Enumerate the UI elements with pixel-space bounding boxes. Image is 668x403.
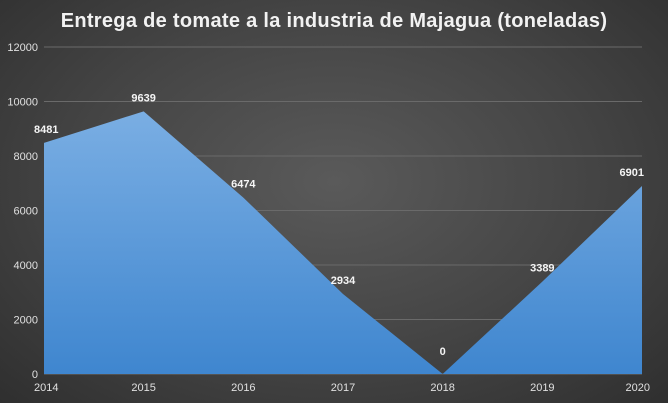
x-tick-label: 2014	[34, 382, 58, 394]
data-label: 2934	[331, 275, 356, 287]
area-fill	[44, 111, 642, 374]
x-tick-label: 2016	[231, 382, 255, 394]
x-tick-label: 2019	[530, 382, 554, 394]
y-tick-label: 4000	[14, 260, 38, 272]
chart-title: Entrega de tomate a la industria de Maja…	[61, 10, 608, 32]
x-tick-label: 2017	[331, 382, 355, 394]
data-label: 3389	[530, 263, 554, 275]
data-label: 6901	[620, 167, 644, 179]
x-axis-tick-labels: 2014 2015 2016 2017 2018 2019 2020	[34, 382, 650, 394]
y-tick-label: 10000	[7, 97, 38, 109]
y-axis-tick-labels: 0 2000 4000 6000 8000 10000 12000	[7, 42, 38, 381]
area-series	[44, 111, 642, 374]
data-labels: 8481 9639 6474 2934 0 3389 6901	[34, 92, 644, 358]
x-tick-label: 2020	[626, 382, 650, 394]
y-tick-label: 2000	[14, 315, 38, 327]
data-label: 0	[440, 346, 446, 358]
x-tick-label: 2015	[131, 382, 155, 394]
data-label: 9639	[131, 92, 155, 104]
y-tick-label: 8000	[14, 151, 38, 163]
x-tick-label: 2018	[430, 382, 454, 394]
y-tick-label: 0	[32, 369, 38, 381]
y-tick-label: 12000	[7, 42, 38, 54]
data-label: 6474	[231, 179, 256, 191]
data-label: 8481	[34, 124, 58, 136]
y-tick-label: 6000	[14, 206, 38, 218]
